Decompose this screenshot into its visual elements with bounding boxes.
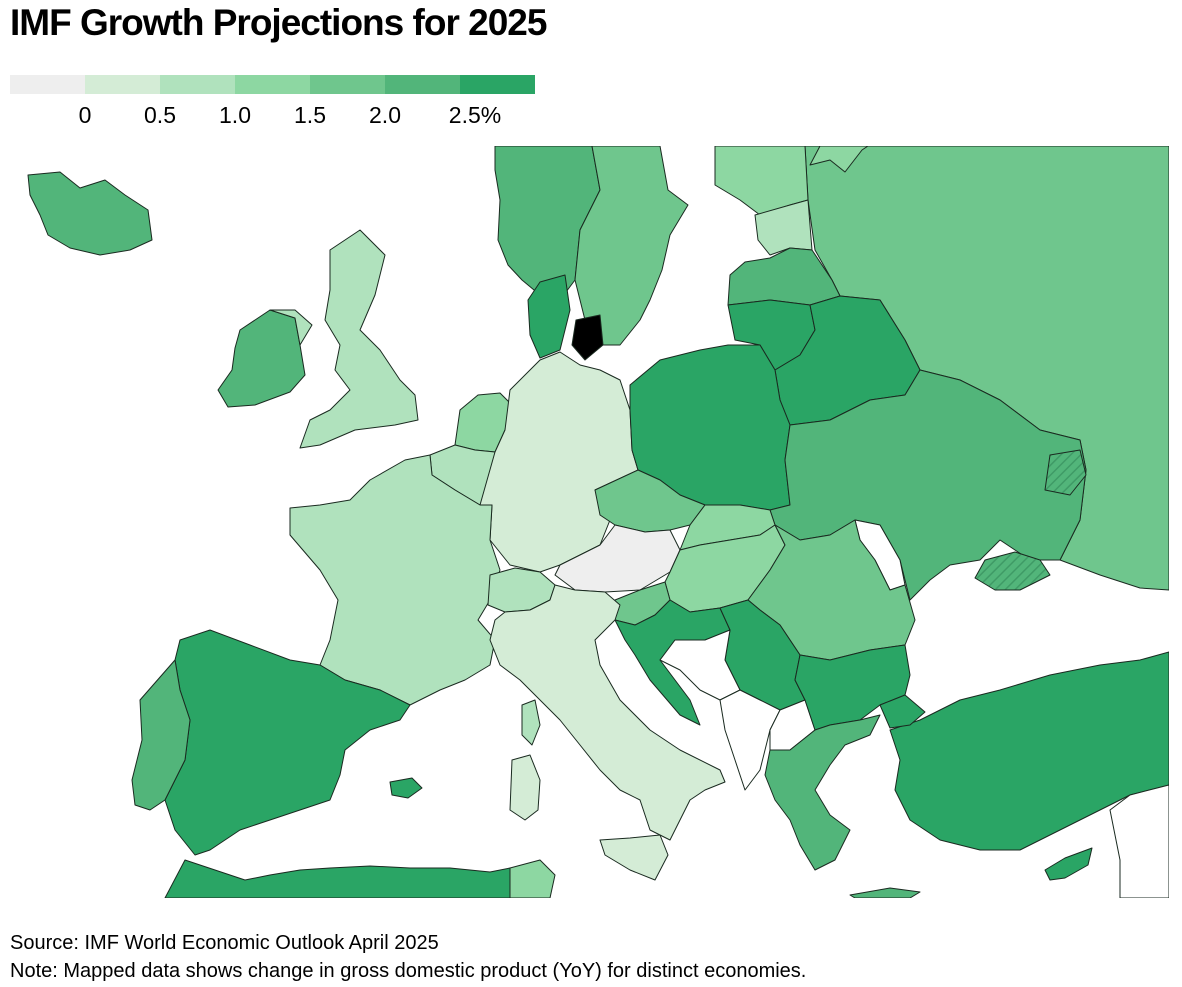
donbas-hatched — [1044, 449, 1087, 496]
legend-ticks: 0 0.5 1.0 1.5 2.0 2.5% — [10, 102, 540, 132]
country-italy — [489, 584, 726, 841]
greece-islands-crete — [849, 887, 921, 898]
legend-swatch — [460, 75, 535, 94]
legend-swatch — [160, 75, 235, 94]
country-north-africa — [164, 859, 511, 898]
legend-swatch — [10, 75, 85, 94]
turkey-thrace — [879, 694, 926, 729]
country-greece — [764, 714, 881, 871]
legend-tick-label: 0.5 — [144, 102, 176, 128]
map-title: IMF Growth Projections for 2025 — [10, 2, 547, 43]
legend-tick-label: 0 — [78, 102, 92, 128]
crimea-hatched — [974, 551, 1051, 591]
country-cyprus — [1044, 847, 1093, 881]
footer: Source: IMF World Economic Outlook April… — [10, 929, 806, 985]
legend-swatch — [310, 75, 385, 94]
legend-tick-label: 2.5% — [448, 102, 502, 128]
italy-sicily — [599, 834, 669, 881]
legend-swatch — [385, 75, 460, 94]
country-portugal — [131, 659, 191, 811]
data-note: Note: Mapped data shows change in gross … — [10, 960, 807, 982]
country-france — [289, 454, 501, 706]
legend-tick-label: 1.5 — [294, 102, 326, 128]
country-united-kingdom — [299, 229, 419, 449]
country-ireland — [217, 309, 306, 408]
france-corsica — [521, 699, 541, 746]
country-northern-ireland — [269, 309, 313, 346]
legend-swatch — [85, 75, 160, 94]
spain-balearic — [389, 777, 423, 799]
legend-tick-label: 2.0 — [369, 102, 401, 128]
country-sweden — [574, 146, 689, 346]
source-note: Source: IMF World Economic Outlook April… — [10, 932, 439, 954]
legend-swatch — [235, 75, 310, 94]
country-denmark-islands — [571, 314, 604, 361]
country-tunisia — [509, 859, 556, 898]
legend-tick-label: 1.0 — [219, 102, 251, 128]
color-legend: 0 0.5 1.0 1.5 2.0 2.5% — [10, 75, 540, 135]
middle-east-outline — [1109, 784, 1169, 898]
europe-map — [27, 146, 1169, 898]
country-iceland — [27, 171, 153, 256]
legend-color-bar — [10, 75, 540, 94]
country-kosovo-montenegro-albania — [719, 689, 781, 791]
country-finland — [714, 146, 869, 216]
italy-sardinia — [509, 754, 541, 821]
country-denmark — [527, 274, 571, 359]
